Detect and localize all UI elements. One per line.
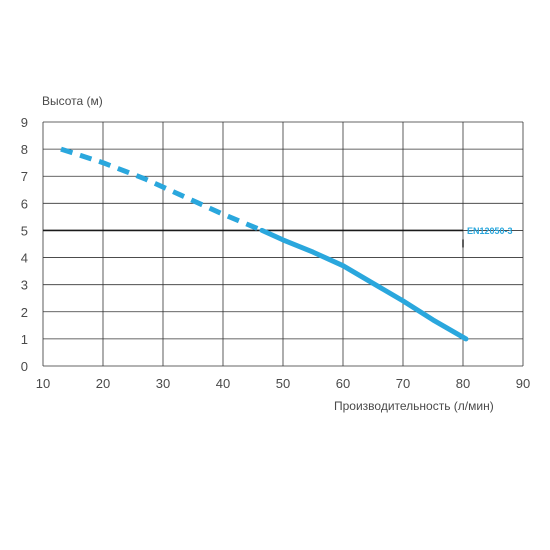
x-tick-label: 20: [96, 376, 110, 391]
x-tick-label: 70: [396, 376, 410, 391]
reference-line-label: EN12050-3: [467, 226, 513, 236]
y-tick-label: 6: [21, 196, 28, 211]
x-tick-labels: 10 20 30 40 50 60 70 80 90: [36, 376, 530, 391]
x-tick-label: 80: [456, 376, 470, 391]
x-tick-label: 30: [156, 376, 170, 391]
series-line-dashed: [60, 146, 263, 233]
grid: [42, 121, 524, 367]
x-tick-label: 90: [516, 376, 530, 391]
y-tick-labels: 0 1 2 3 4 5 6 7 8 9: [21, 115, 28, 374]
x-axis-label: Производительность (л/мин): [334, 399, 494, 413]
y-tick-label: 4: [21, 251, 28, 266]
x-tick-label: 50: [276, 376, 290, 391]
y-tick-label: 0: [21, 359, 28, 374]
y-tick-label: 5: [21, 223, 28, 238]
x-tick-label: 60: [336, 376, 350, 391]
series-line-solid: [259, 227, 469, 342]
series-group: [60, 146, 469, 342]
y-tick-label: 8: [21, 142, 28, 157]
y-tick-label: 2: [21, 305, 28, 320]
x-tick-label: 10: [36, 376, 50, 391]
y-tick-label: 9: [21, 115, 28, 130]
y-tick-label: 3: [21, 278, 28, 293]
x-tick-label: 40: [216, 376, 230, 391]
y-tick-label: 1: [21, 332, 28, 347]
reference-line-group: [43, 229, 464, 248]
y-axis-label: Высота (м): [42, 94, 103, 108]
y-tick-label: 7: [21, 169, 28, 184]
